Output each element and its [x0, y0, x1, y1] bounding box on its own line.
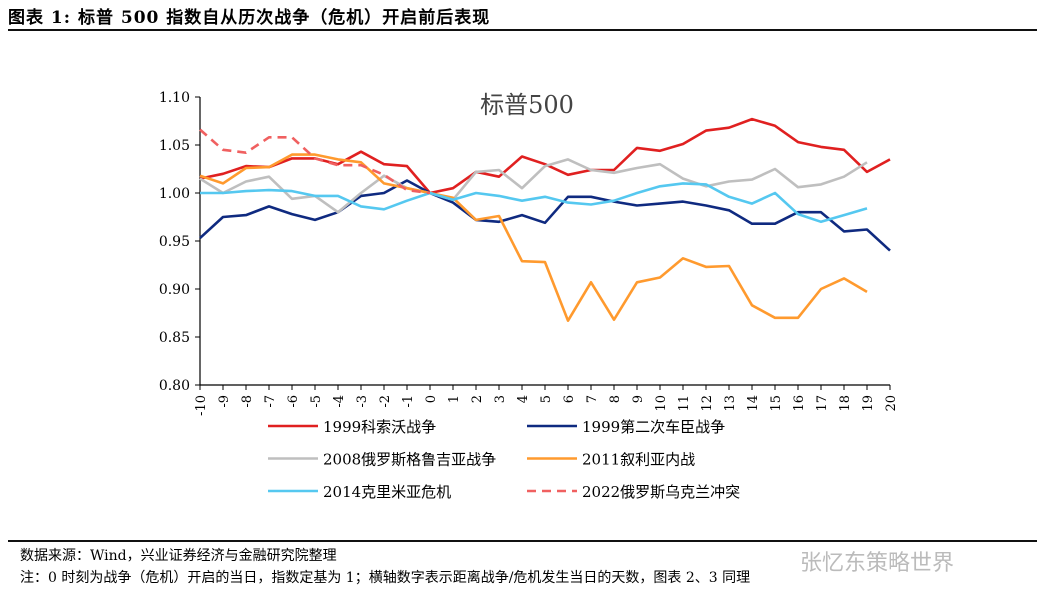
footer-divider — [8, 540, 1037, 542]
series-line-1999科索沃战争 — [199, 117, 891, 195]
y-tick-label: 1.05 — [159, 138, 190, 154]
x-tick-label: -4 — [332, 395, 347, 408]
legend-label: 1999科索沃战争 — [323, 418, 436, 436]
x-tick-label: 7 — [585, 395, 600, 403]
legend-label: 1999第二次车臣战争 — [582, 418, 725, 436]
x-tick-label: -7 — [263, 395, 278, 408]
watermark: 张忆东策略世界 — [800, 551, 955, 576]
legend-label: 2008俄罗斯格鲁吉亚战争 — [323, 451, 496, 469]
x-tick-label: -6 — [286, 395, 301, 408]
series-line-2008俄罗斯格鲁吉亚战争 — [199, 158, 868, 214]
x-tick-label: -2 — [378, 395, 393, 408]
x-tick-label: 3 — [493, 395, 508, 403]
x-tick-label: 13 — [723, 395, 738, 412]
x-tick-label: 2 — [470, 395, 485, 403]
source-note: 数据来源：Wind，兴业证券经济与金融研究院整理 — [20, 548, 337, 564]
x-tick-label: 19 — [861, 395, 876, 412]
line-chart: 标普500 0.800.850.900.951.001.051.10-10 -9-… — [159, 90, 899, 501]
series-line-2011叙利亚内战 — [199, 153, 868, 322]
legend-label: 2022俄罗斯乌克兰冲突 — [582, 483, 740, 501]
x-tick-label: 0 — [424, 395, 439, 403]
y-tick-label: 1.10 — [159, 90, 190, 106]
x-tick-label: 4 — [516, 395, 531, 403]
x-tick-label: 9 — [631, 395, 646, 403]
x-tick-label: -1 — [401, 395, 416, 408]
footnote: 注：0 时刻为战争（危机）开启的当日，指数定基为 1；横轴数字表示距离战争/危机… — [20, 570, 751, 586]
x-tick-label: 10 — [654, 395, 669, 412]
x-tick-label: 17 — [815, 395, 830, 412]
x-tick-label: 1 — [447, 395, 462, 403]
y-tick-label: 0.90 — [159, 282, 190, 298]
x-tick-label: 14 — [746, 395, 761, 412]
legend-label: 2014克里米亚危机 — [323, 483, 451, 501]
figure-title: 图表 1: 标普 500 指数自从历次战争（危机）开启前后表现 — [8, 8, 491, 28]
y-tick-label: 1.00 — [159, 186, 190, 202]
series-line-1999第二次车臣战争 — [199, 179, 891, 252]
x-tick-label: 16 — [792, 395, 807, 412]
x-tick-label: 11 — [677, 395, 692, 412]
x-tick-label: -9 — [217, 395, 232, 408]
series-line-2022俄罗斯乌克兰冲突 — [199, 128, 431, 195]
y-tick-label: 0.85 — [159, 330, 190, 346]
x-tick-label: -8 — [240, 395, 255, 408]
x-tick-label: 18 — [838, 395, 853, 412]
y-tick-label: 0.80 — [159, 378, 190, 394]
x-tick-label: 12 — [700, 395, 715, 412]
legend-label: 2011叙利亚内战 — [582, 451, 695, 469]
x-tick-label: 8 — [608, 395, 623, 403]
title-divider — [8, 29, 1037, 31]
series-line-2014克里米亚危机 — [200, 182, 868, 224]
x-tick-label: 6 — [562, 395, 577, 403]
x-tick-label: 5 — [539, 395, 554, 403]
y-tick-label: 0.95 — [159, 234, 190, 250]
x-tick-label: 20 — [884, 395, 899, 412]
x-tick-label: -5 — [309, 395, 324, 408]
x-tick-label: -3 — [355, 395, 370, 408]
x-tick-label: -10 — [194, 395, 209, 416]
x-tick-label: 15 — [769, 395, 784, 412]
chart-title: 标普500 — [480, 91, 574, 119]
